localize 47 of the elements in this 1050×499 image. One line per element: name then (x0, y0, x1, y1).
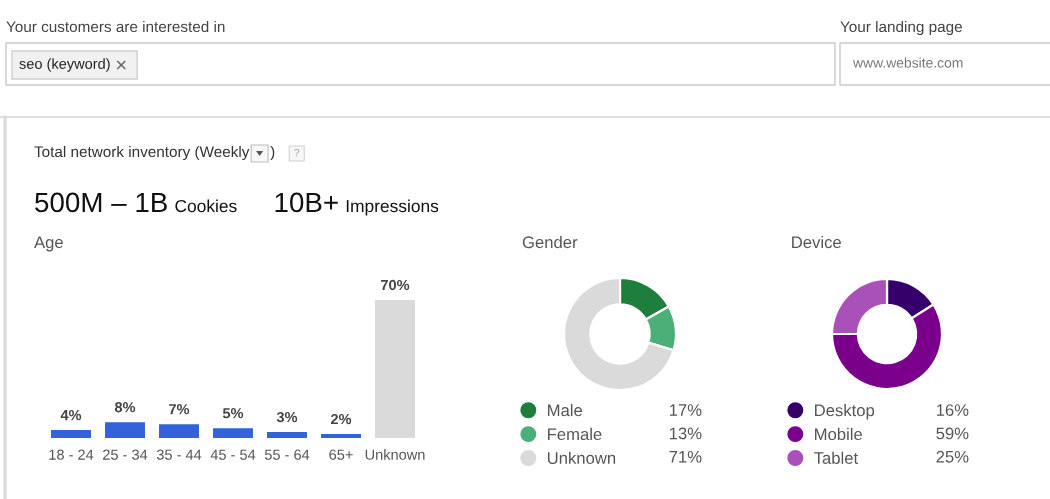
data-label: 13% (669, 427, 702, 440)
x-tick-label: 45 - 54 (210, 449, 256, 460)
text: Cookies (175, 199, 237, 213)
text: Total network inventory (Weekly (34, 145, 250, 161)
data-label: 8% (114, 402, 136, 413)
bar (267, 432, 307, 438)
data-label: 5% (222, 408, 244, 419)
data-label: 7% (169, 404, 190, 415)
x-tick-label: Unknown (365, 449, 425, 460)
legend-label: Tablet (814, 451, 859, 464)
x-tick-label: 25 - 34 (103, 449, 148, 460)
text: 500M – 1B (35, 192, 167, 213)
bar (321, 434, 361, 438)
x-tick-label: 55 - 64 (264, 449, 310, 460)
text: Your landing page (840, 20, 962, 36)
bar (51, 430, 91, 438)
legend-label: Male (548, 404, 583, 417)
legend-label: Mobile (815, 427, 863, 441)
bar (105, 422, 145, 438)
text: Your customers are interested in (6, 20, 225, 33)
chart-title: Age (34, 236, 63, 252)
legend-label: Desktop (815, 404, 875, 420)
data-label: 2% (330, 413, 352, 425)
text: 10B+ (275, 192, 338, 213)
data-label: 4% (60, 410, 82, 421)
data-label: 3% (276, 411, 298, 423)
bar (375, 300, 415, 438)
bar (213, 428, 253, 438)
x-tick-label: 65+ (329, 449, 353, 460)
data-label: 16% (936, 404, 969, 416)
data-label: 25% (936, 450, 969, 463)
x-tick-label: 35 - 44 (156, 449, 202, 460)
data-label: 70% (381, 279, 410, 291)
text: ) (270, 145, 275, 161)
data-label: 17% (669, 404, 702, 416)
data-label: 59% (936, 427, 969, 440)
text: ? (294, 148, 300, 157)
x-tick-label: 18 - 24 (49, 449, 94, 460)
donut-slice (562, 276, 675, 392)
text: seo (keyword) (19, 58, 110, 72)
bar (159, 424, 199, 438)
chart-title: Gender (522, 235, 578, 249)
legend-label: Female (548, 427, 602, 441)
text: Impressions (346, 199, 439, 216)
chart-title: Device (792, 235, 841, 249)
text: www.website.com (852, 57, 963, 68)
data-label: 71% (669, 450, 702, 463)
